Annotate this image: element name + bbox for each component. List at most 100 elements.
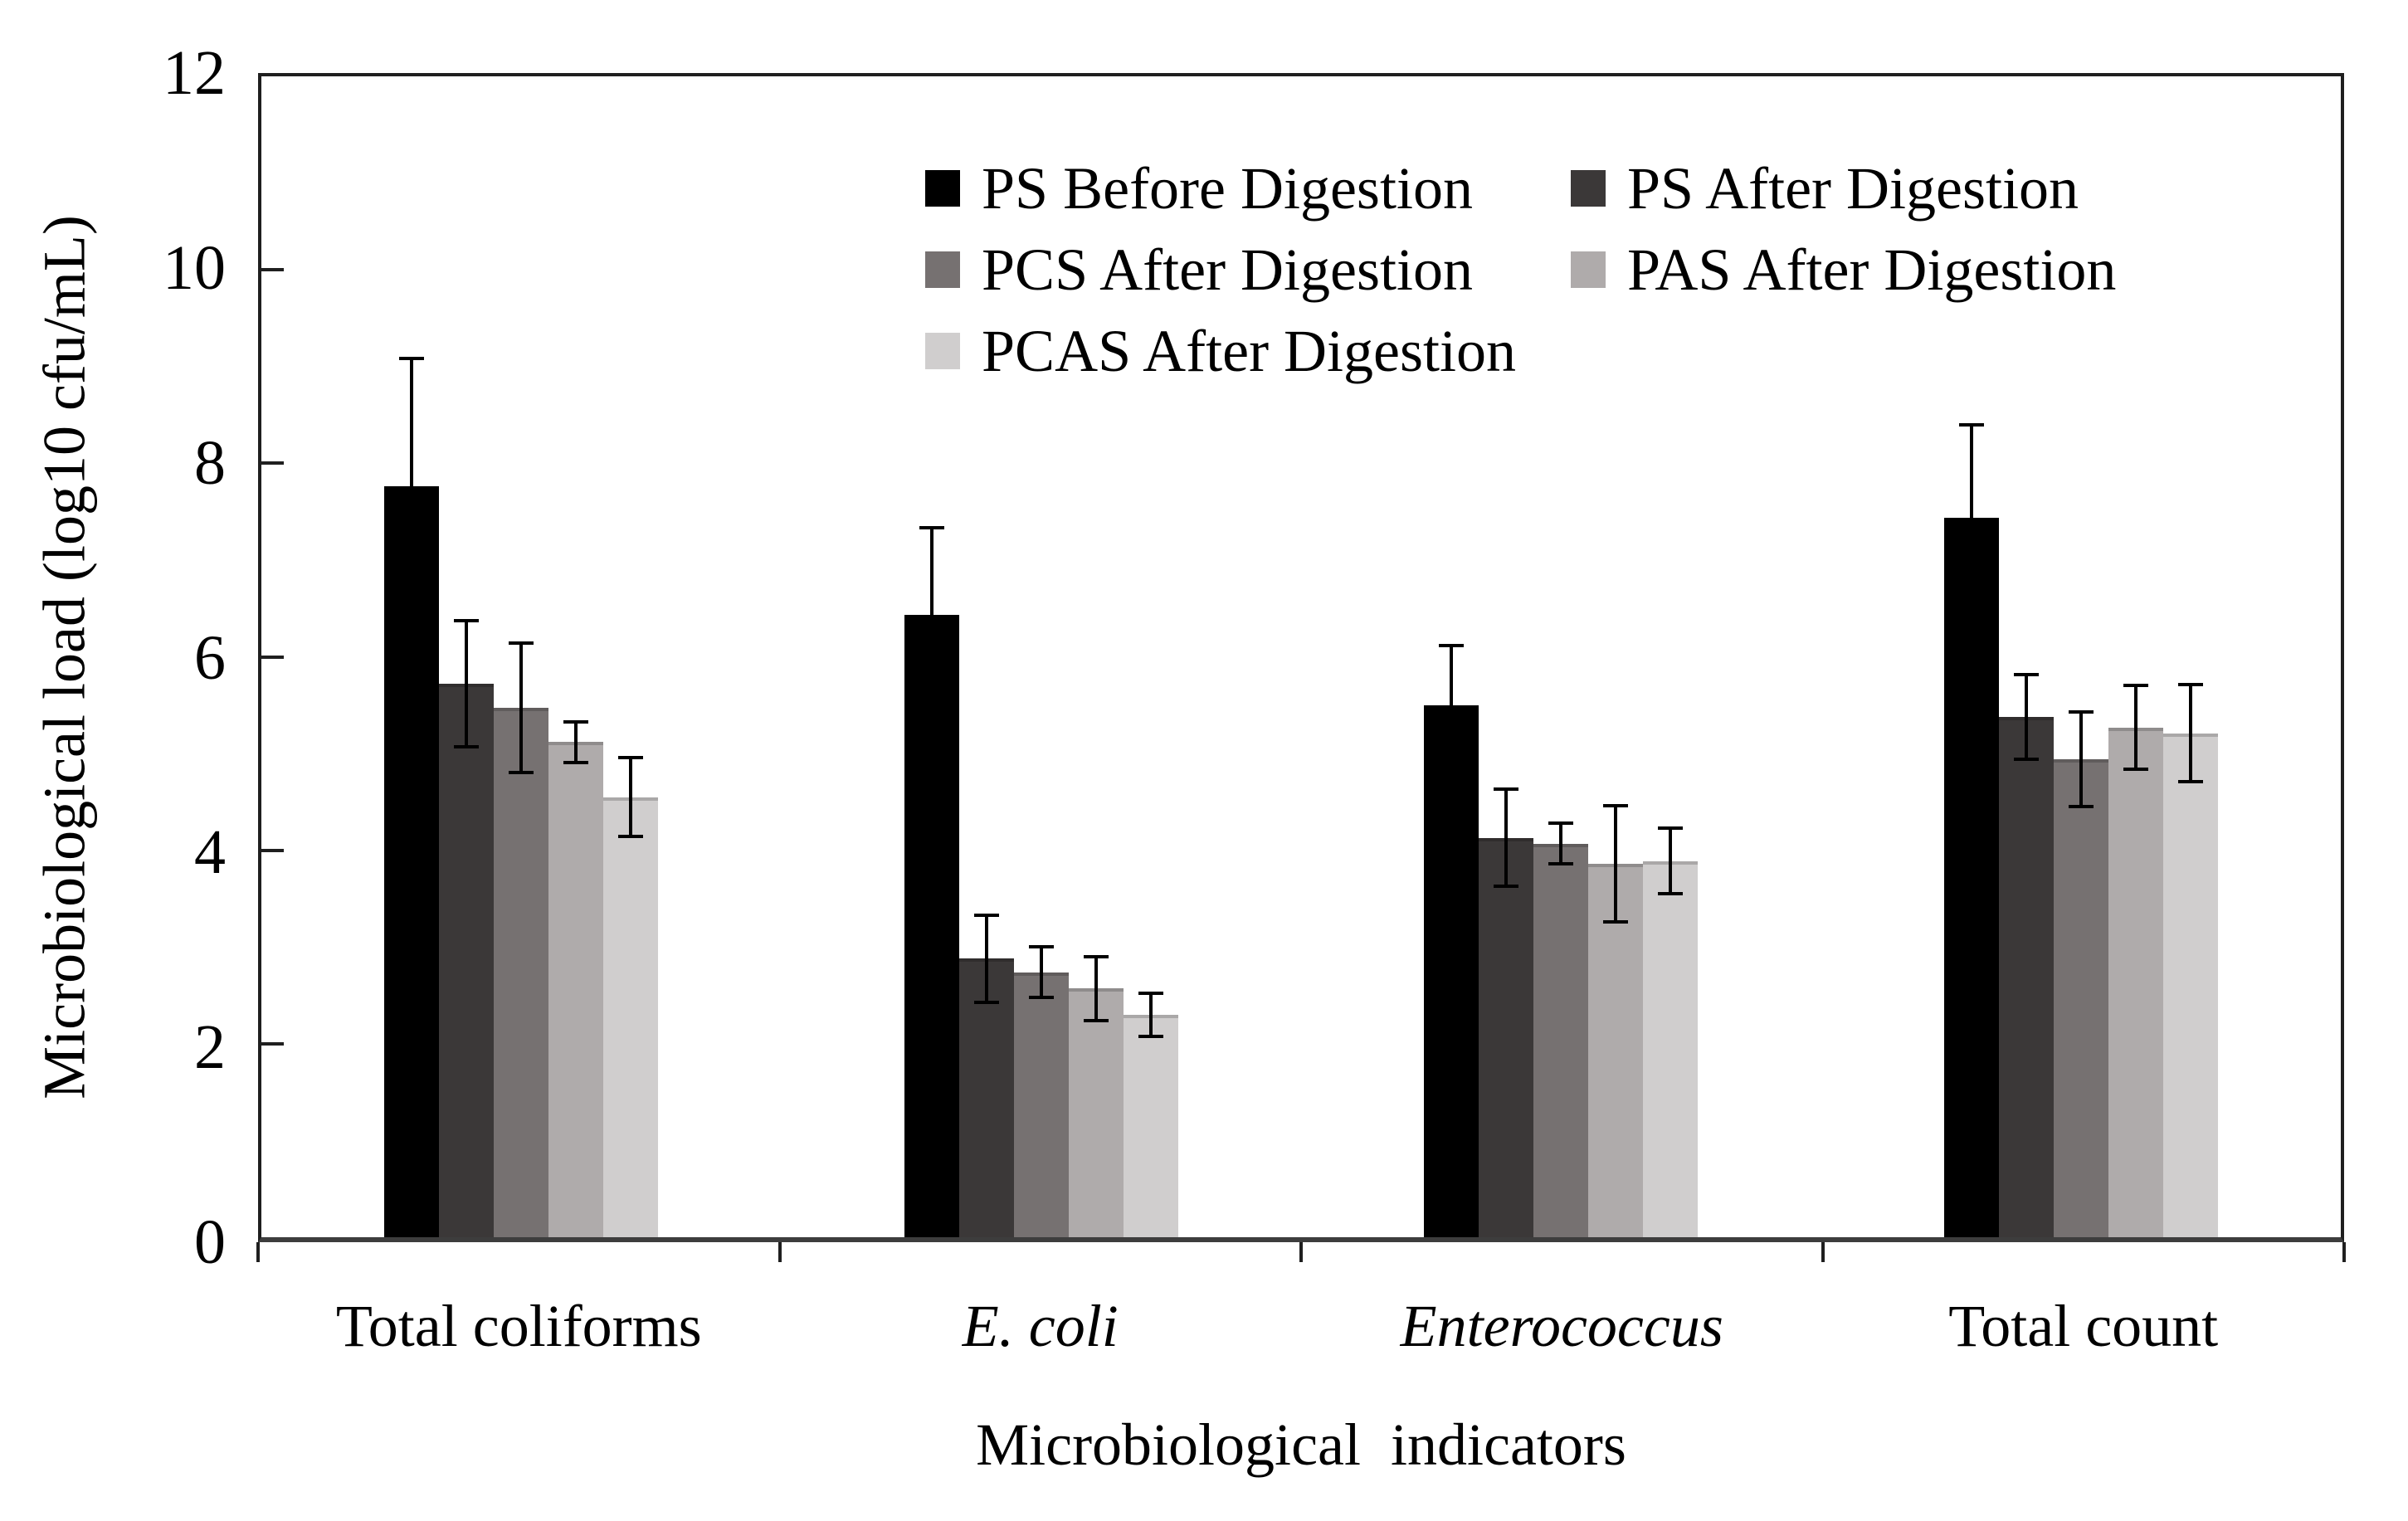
legend-swatch-icon bbox=[1571, 251, 1606, 288]
bar-slot bbox=[384, 76, 440, 1237]
legend-item-3: PAS After Digestion bbox=[1571, 235, 2116, 305]
bar-series0-cat2 bbox=[1424, 704, 1479, 1237]
error-bar-bottom-cap bbox=[1138, 1034, 1163, 1038]
error-bar-top-cap bbox=[1439, 643, 1465, 647]
legend: PS Before Digestion PS After Digestion PCS… bbox=[925, 154, 2116, 386]
legend-item-1: PS After Digestion bbox=[1571, 154, 2116, 223]
error-bar bbox=[984, 914, 988, 1002]
category-label-1: E. coli bbox=[962, 1292, 1119, 1359]
bar-slot bbox=[2053, 76, 2108, 1237]
legend-swatch-icon bbox=[925, 170, 960, 207]
bar-slot bbox=[1998, 76, 2054, 1237]
legend-label: PAS After Digestion bbox=[1627, 236, 2117, 303]
bar-series4-cat2 bbox=[1643, 860, 1699, 1237]
error-bar-bottom-cap bbox=[563, 760, 589, 764]
error-bar-top-cap bbox=[2123, 684, 2148, 688]
error-bar-top-cap bbox=[1603, 804, 1629, 808]
error-bar-bottom-cap bbox=[618, 835, 644, 839]
error-bar-bottom-cap bbox=[1548, 862, 1574, 865]
error-bar bbox=[1504, 789, 1509, 886]
bar-series3-cat0 bbox=[548, 742, 604, 1237]
bar-series2-cat0 bbox=[494, 708, 549, 1237]
category-label-3: Total count bbox=[1948, 1292, 2219, 1359]
bar-slot bbox=[1533, 76, 1589, 1237]
bar-series0-cat3 bbox=[1943, 517, 1999, 1237]
legend-item-0: PS Before Digestion bbox=[925, 154, 1571, 223]
bar-series4-cat0 bbox=[603, 797, 659, 1237]
error-bar-top-cap bbox=[618, 755, 644, 759]
error-bar bbox=[2079, 711, 2083, 807]
error-bar-top-cap bbox=[2013, 672, 2039, 676]
error-bar-top-cap bbox=[1028, 945, 1054, 949]
legend-label: PS After Digestion bbox=[1627, 155, 2079, 222]
error-bar bbox=[629, 757, 633, 837]
error-bar bbox=[1450, 645, 1454, 766]
error-bar-bottom-cap bbox=[509, 771, 534, 775]
y-tick-label: 12 bbox=[163, 38, 226, 108]
error-bar-bottom-cap bbox=[1958, 608, 1984, 612]
bar-slot bbox=[1943, 76, 1999, 1237]
error-bar-bottom-cap bbox=[399, 612, 425, 617]
y-axis-tick bbox=[261, 655, 284, 659]
bar-group-1 bbox=[782, 76, 1302, 1237]
x-axis-tick bbox=[777, 1242, 782, 1262]
error-bar-bottom-cap bbox=[2177, 779, 2203, 783]
legend-item-2: PCS After Digestion bbox=[925, 235, 1571, 305]
error-bar-bottom-cap bbox=[2068, 805, 2094, 809]
y-axis-tick bbox=[261, 848, 284, 852]
y-tick-label: 0 bbox=[194, 1207, 226, 1277]
y-tick-label: 10 bbox=[163, 232, 226, 303]
bar-slot bbox=[1068, 76, 1124, 1237]
error-bar bbox=[929, 528, 933, 703]
error-bar-bottom-cap bbox=[1603, 919, 1629, 924]
error-bar-top-cap bbox=[919, 526, 944, 530]
error-bar-top-cap bbox=[1138, 992, 1163, 996]
x-axis-title: Microbiological indicators bbox=[976, 1411, 1626, 1478]
legend-swatch-icon bbox=[1571, 170, 1606, 207]
bar-slot bbox=[1479, 76, 1534, 1237]
bar-slot bbox=[1588, 76, 1644, 1237]
x-axis-tick bbox=[256, 1242, 260, 1262]
bar-slot bbox=[904, 76, 959, 1237]
bar-series3-cat2 bbox=[1588, 864, 1644, 1237]
error-bar-bottom-cap bbox=[454, 744, 480, 748]
bar-slot bbox=[494, 76, 549, 1237]
error-bar bbox=[2024, 674, 2028, 760]
bar-series3-cat3 bbox=[2108, 727, 2163, 1237]
y-axis-tick bbox=[261, 268, 284, 272]
error-bar bbox=[1969, 424, 1973, 611]
error-bar-top-cap bbox=[1494, 787, 1519, 792]
y-axis-tick bbox=[261, 1041, 284, 1046]
error-bar-top-cap bbox=[454, 619, 480, 623]
error-bar-top-cap bbox=[2177, 683, 2203, 687]
error-bar-top-cap bbox=[1548, 821, 1574, 826]
error-bar bbox=[1148, 993, 1153, 1036]
bar-series4-cat3 bbox=[2162, 733, 2218, 1237]
bar-group-2 bbox=[1301, 76, 1821, 1237]
error-bar bbox=[410, 358, 414, 615]
bar-slot bbox=[1424, 76, 1479, 1237]
y-tick-label: 6 bbox=[194, 622, 226, 693]
x-axis-tick bbox=[2342, 1242, 2346, 1262]
y-tick-label: 4 bbox=[194, 817, 226, 888]
y-tick-label: 2 bbox=[194, 1012, 226, 1083]
error-bar-top-cap bbox=[2068, 709, 2094, 714]
bar-series2-cat2 bbox=[1533, 843, 1589, 1237]
bar-slot bbox=[1123, 76, 1178, 1237]
bar-group-3 bbox=[1821, 76, 2342, 1237]
y-tick-label: 8 bbox=[194, 427, 226, 498]
error-bar-top-cap bbox=[1658, 826, 1684, 830]
legend-swatch-icon bbox=[925, 251, 960, 288]
bar-series3-cat1 bbox=[1068, 988, 1124, 1237]
category-label-2: Enterococcus bbox=[1400, 1292, 1723, 1359]
error-bar-bottom-cap bbox=[973, 1000, 999, 1004]
error-bar-bottom-cap bbox=[2123, 767, 2148, 771]
bar-series2-cat1 bbox=[1013, 972, 1069, 1237]
error-bar-top-cap bbox=[1958, 422, 1984, 427]
bar-slot bbox=[1643, 76, 1699, 1237]
error-bar bbox=[574, 721, 578, 763]
bar-slot bbox=[1013, 76, 1069, 1237]
bar-slot bbox=[958, 76, 1014, 1237]
plot-contents bbox=[261, 76, 2341, 1237]
